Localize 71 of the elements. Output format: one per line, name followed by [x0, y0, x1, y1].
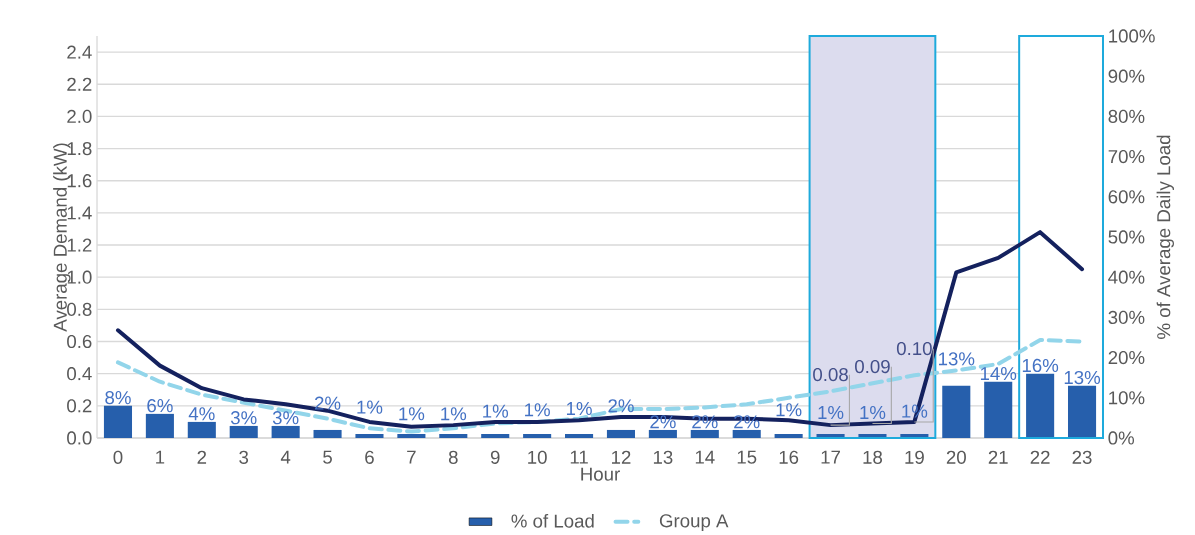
y2-tick-label: 80%: [1108, 109, 1145, 124]
x-tick-label: 22: [1030, 450, 1050, 464]
y-tick-label: 2.0: [67, 109, 92, 124]
data-label: 1%: [357, 400, 383, 414]
y-tick-label: 1.4: [67, 206, 92, 220]
y2-tick-label: 20%: [1108, 351, 1145, 365]
x-tick-label: 4: [280, 450, 291, 464]
data-label: 1%: [818, 406, 844, 420]
x-tick-label: 14: [695, 450, 715, 464]
x-tick-label: 15: [737, 450, 757, 464]
data-label: 6%: [147, 399, 173, 413]
data-label: 13%: [1064, 370, 1101, 385]
data-label: 1%: [483, 404, 509, 418]
x-tick-label: 6: [365, 450, 374, 465]
y2-tick-label: 50%: [1108, 230, 1145, 244]
y-tick-label: 0.0: [67, 431, 92, 445]
data-label: 1%: [441, 407, 467, 421]
data-label: 16%: [1022, 358, 1059, 373]
x-tick-label: 17: [821, 450, 840, 464]
y2-tick-label: 10%: [1109, 391, 1145, 405]
data-label: 3%: [230, 411, 257, 425]
y2-tick-label: 90%: [1108, 69, 1145, 83]
annotation: 0.09: [855, 360, 890, 374]
data-label: 13%: [939, 352, 975, 366]
x-tick-label: 0: [113, 450, 123, 465]
x-tick-label: 23: [1072, 450, 1092, 465]
y2-tick-label: 100%: [1109, 29, 1155, 43]
legend-label: % of Load: [511, 514, 594, 528]
data-label: 1%: [776, 403, 802, 417]
data-label: 1%: [860, 406, 886, 420]
x-tick-label: 3: [239, 450, 249, 465]
annotation: 0.10: [896, 342, 932, 356]
y2-axis-title: % of Average Daily Load: [1156, 135, 1174, 339]
x-tick-label: 18: [863, 450, 883, 465]
x-tick-label: 2: [197, 450, 207, 464]
data-label: 2%: [315, 396, 341, 410]
y-tick-label: 2.4: [67, 45, 92, 59]
legend-label: Group A: [659, 514, 729, 532]
y-tick-label: 0.6: [67, 334, 92, 349]
x-tick-label: 16: [779, 450, 799, 465]
annotation: 0.08: [813, 368, 848, 382]
y-tick-label: 0.2: [67, 399, 92, 413]
data-label: 3%: [272, 411, 299, 425]
x-tick-label: 12: [612, 450, 631, 464]
data-label: 14%: [980, 367, 1017, 381]
x-tick-label: 9: [490, 450, 500, 465]
data-label: 1%: [399, 407, 425, 421]
x-tick-label: 20: [946, 450, 966, 465]
data-label: 1%: [525, 403, 550, 417]
x-tick-label: 19: [905, 450, 924, 465]
data-label: 2%: [650, 415, 676, 429]
x-tick-label: 21: [988, 450, 1008, 464]
y2-tick-label: 70%: [1108, 150, 1145, 164]
x-tick-label: 13: [653, 450, 673, 465]
x-axis-title: Hour: [581, 467, 620, 481]
data-label: 2%: [608, 399, 634, 413]
x-tick-label: 11: [570, 450, 588, 464]
data-label: 4%: [188, 407, 215, 421]
y-tick-label: 2.2: [67, 77, 92, 91]
y2-tick-label: 40%: [1108, 270, 1145, 284]
y2-tick-label: 0%: [1108, 431, 1135, 445]
y-tick-label: 0.4: [67, 367, 92, 381]
y2-tick-label: 30%: [1108, 310, 1145, 325]
x-tick-label: 10: [528, 450, 547, 465]
x-tick-label: 7: [407, 450, 416, 464]
x-tick-label: 8: [448, 450, 458, 465]
x-tick-label: 5: [323, 450, 332, 464]
x-tick-label: 1: [156, 450, 165, 464]
data-label: 8%: [105, 391, 131, 405]
data-label: 1%: [566, 402, 592, 416]
y2-tick-label: 60%: [1108, 190, 1145, 204]
